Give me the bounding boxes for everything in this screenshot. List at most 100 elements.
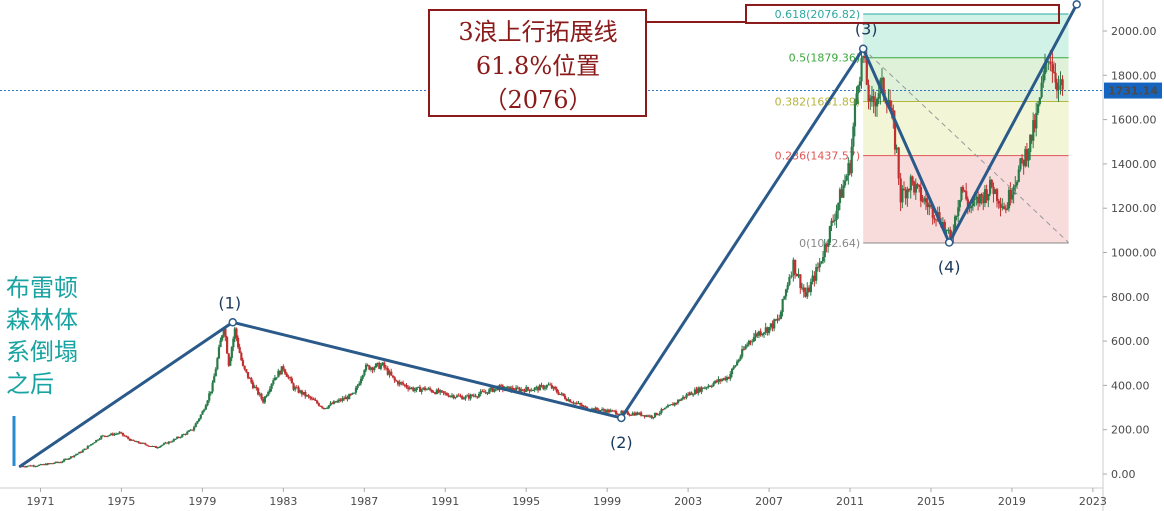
candle-body [835, 210, 838, 220]
x-tick-label: 2015 [917, 495, 945, 508]
wave-label: (1) [218, 293, 241, 312]
wave-label: (3) [855, 20, 878, 39]
candle-body [483, 391, 486, 393]
candle-body [797, 274, 800, 277]
candle-body [265, 395, 268, 397]
candle-body [422, 387, 425, 390]
candle-body [766, 327, 769, 333]
candle-body [806, 287, 809, 297]
candle-body [562, 393, 565, 396]
candle-body [757, 331, 761, 336]
candle-body [430, 389, 433, 392]
candle-body [101, 435, 105, 437]
candle-body [144, 443, 147, 445]
candle-body [543, 387, 547, 389]
candle-body [597, 409, 600, 412]
candle-body [192, 427, 196, 431]
candle-body [191, 429, 194, 431]
fib-label: 0.5(1879.36) [789, 52, 861, 65]
candle-body [208, 393, 211, 401]
candle-body [692, 394, 695, 396]
last-price-label: 1731.14 [1108, 85, 1158, 98]
candle-body [564, 395, 567, 400]
candle-body [186, 431, 189, 435]
candle-body [906, 189, 909, 199]
candle-body [977, 196, 980, 204]
candle-body [874, 102, 877, 107]
candle-body [384, 367, 388, 369]
candle-body [449, 395, 452, 397]
candle-body [182, 434, 186, 436]
candle-body [630, 414, 633, 416]
candle-body [402, 382, 405, 385]
candle-body [474, 395, 477, 397]
candle-body [140, 442, 144, 444]
elliott-wave-lines [18, 2, 1079, 468]
candle-body [1021, 158, 1024, 160]
candle-body [444, 392, 447, 394]
candle-body [596, 407, 599, 410]
candle-body [792, 259, 795, 276]
fib-label: 0.618(2076.82) [775, 8, 861, 21]
candle-body [662, 409, 665, 411]
candle-body [837, 203, 840, 211]
candle-body [611, 410, 614, 412]
candle-body [58, 462, 61, 464]
candle-body [232, 338, 235, 348]
candle-body [1006, 208, 1009, 210]
y-tick-label: 1200.00 [1111, 202, 1157, 215]
candle-body [24, 466, 27, 468]
candle-body [32, 465, 35, 467]
y-tick-label: 0.00 [1111, 468, 1136, 481]
candle-body [1042, 74, 1045, 83]
candle-body [489, 387, 493, 390]
candle-body [690, 392, 693, 395]
candle-body [142, 442, 145, 444]
candle-body [125, 436, 128, 438]
candle-body [650, 415, 653, 418]
candle-body [683, 396, 686, 398]
candle-body [645, 415, 648, 417]
candle-body [634, 412, 638, 416]
candle-body [237, 337, 240, 348]
candle-body [847, 163, 850, 176]
candle-body [1015, 181, 1019, 186]
candle-body [601, 409, 604, 411]
candle-body [799, 274, 802, 289]
candle-body [88, 445, 91, 447]
candle-body [643, 415, 646, 417]
candle-body [971, 199, 975, 207]
candle-body [420, 389, 423, 392]
candle-body [754, 333, 757, 338]
candle-body [149, 445, 152, 447]
candle-body [282, 366, 285, 370]
candle-body [926, 202, 929, 208]
candle-body [373, 367, 376, 371]
candle-body [169, 441, 172, 443]
candle-body [312, 398, 315, 401]
candle-body [843, 180, 847, 186]
candle-body [923, 198, 926, 201]
candle-body [1054, 72, 1057, 83]
candle-body [59, 462, 62, 464]
candle-body [56, 461, 59, 463]
candle-body [909, 176, 912, 191]
candle-body [96, 439, 100, 441]
candle-body [116, 433, 119, 435]
candle-body [521, 389, 525, 391]
candle-body [63, 459, 66, 462]
candle-body [235, 328, 238, 338]
candle-body [132, 439, 135, 441]
candle-body [680, 398, 683, 401]
candle-body [356, 385, 359, 388]
candle-body [968, 207, 971, 209]
candle-body [768, 327, 771, 333]
candle-body [290, 378, 293, 384]
candle-body [31, 465, 34, 467]
candle-body [327, 405, 331, 408]
candle-body [935, 219, 938, 221]
candle-body [324, 408, 327, 410]
candle-body [68, 458, 71, 460]
candle-body [705, 387, 708, 389]
